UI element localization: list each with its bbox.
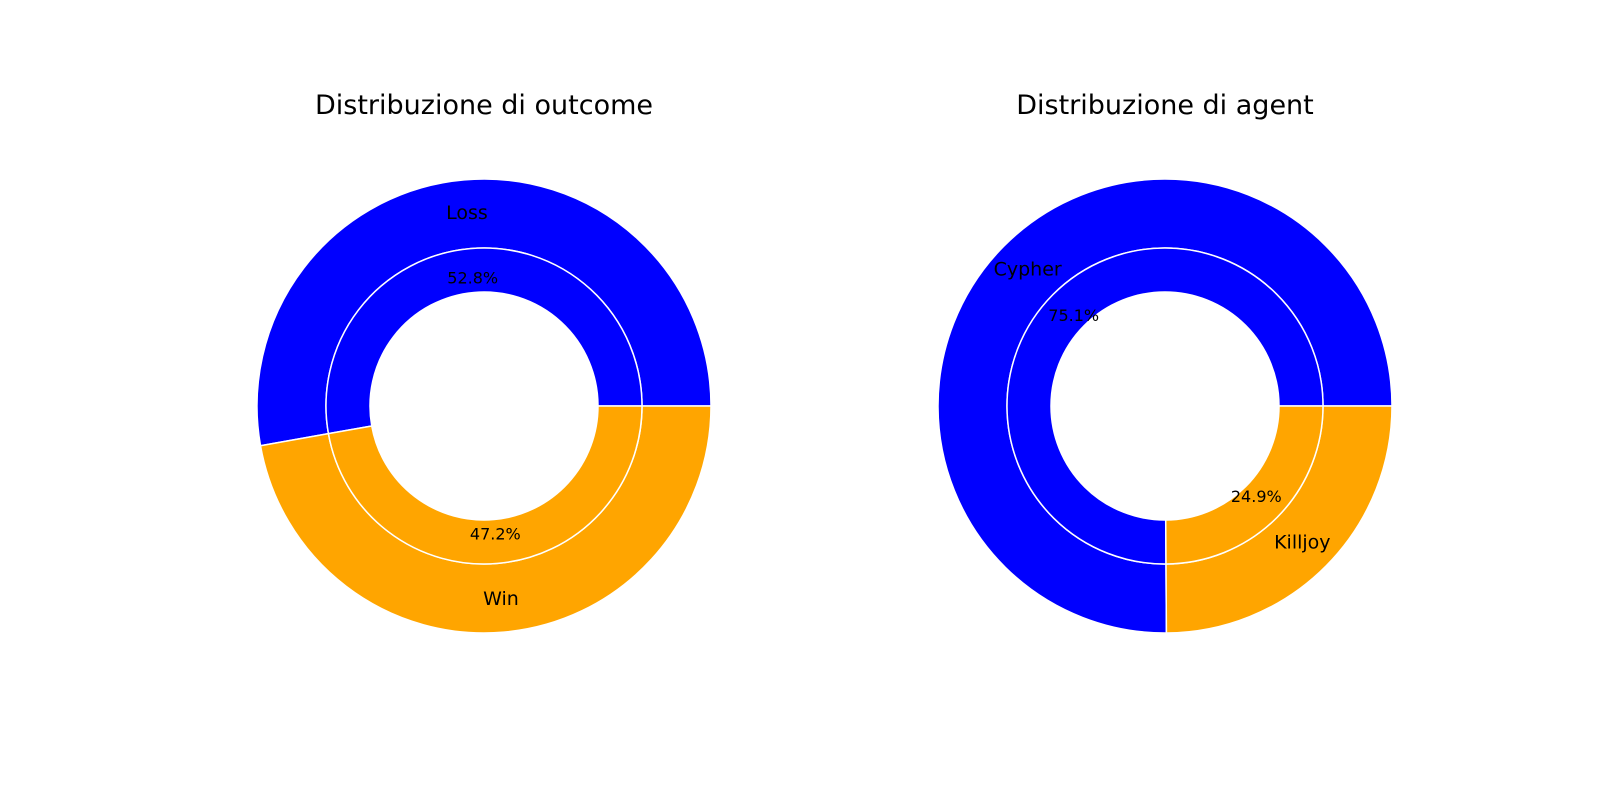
slice-label-win: Win <box>483 588 519 610</box>
slice-label-cypher: Cypher <box>994 259 1062 281</box>
percent-label-killjoy: 24.9% <box>1231 487 1282 506</box>
percent-label-cypher: 75.1% <box>1048 306 1099 325</box>
percent-label-loss: 52.8% <box>447 268 498 287</box>
inner-slice-killjoy <box>1164 405 1324 565</box>
chart-title: Distribuzione di agent <box>1016 90 1314 121</box>
chart-title: Distribuzione di outcome <box>315 90 653 121</box>
slice-label-loss: Loss <box>446 202 488 224</box>
donut-chart-agent: Distribuzione di agent Cypher 75.1% Killjo… <box>937 90 1393 634</box>
inner-slice-loss <box>325 247 643 435</box>
slice-label-killjoy: Killjoy <box>1274 531 1330 553</box>
percent-label-win: 47.2% <box>470 525 521 544</box>
donut-chart-outcome: Distribuzione di outcome Loss 52.8% Win 47.… <box>256 90 712 634</box>
inner-slice-cypher <box>1006 247 1324 565</box>
inner-slice-win <box>327 405 643 565</box>
